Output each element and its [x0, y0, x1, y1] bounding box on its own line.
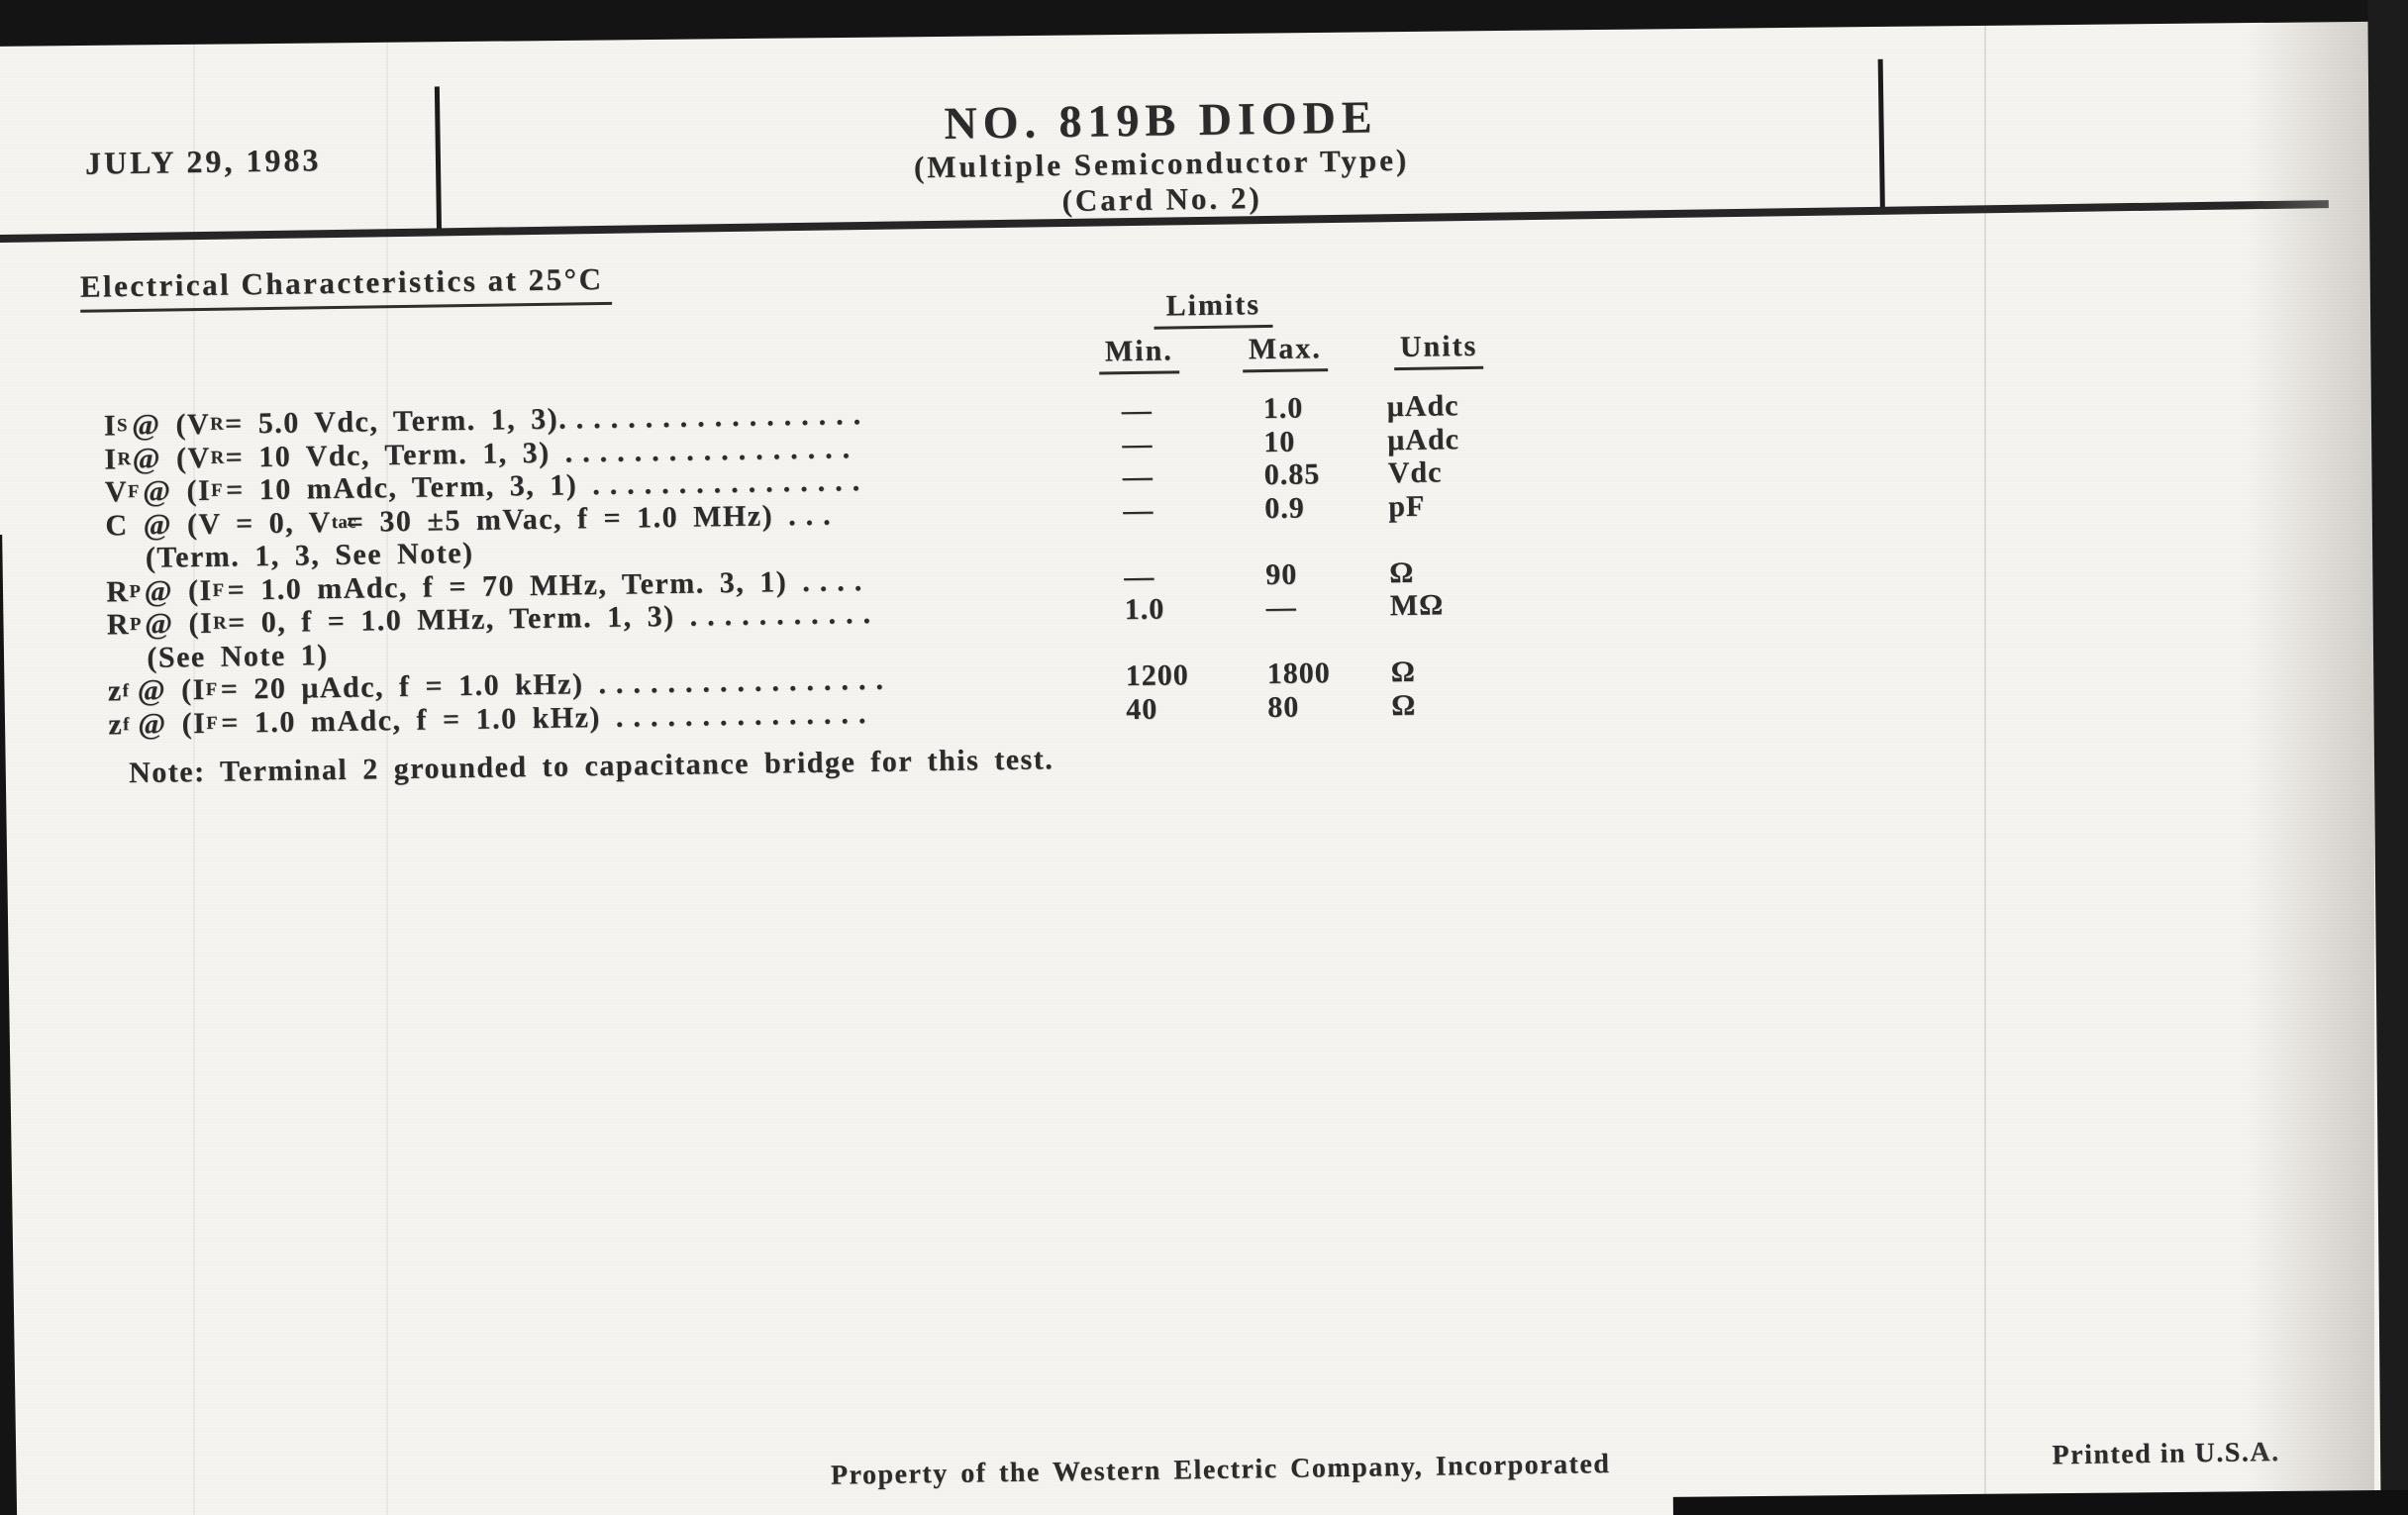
units-value: μAdc	[1387, 422, 1460, 456]
dot-leader: ....	[801, 563, 872, 598]
units-value: pF	[1388, 489, 1426, 523]
dot-leader: ................	[591, 463, 870, 502]
max-value: 80	[1267, 690, 1300, 724]
dot-leader: .................	[564, 431, 860, 469]
min-value: 40	[1126, 692, 1158, 726]
min-value: —	[1123, 493, 1154, 527]
dot-leader: ..................	[557, 397, 871, 436]
min-value: —	[1122, 459, 1154, 494]
scanner-streak	[386, 0, 388, 1515]
card-edge-line	[1984, 25, 1986, 1505]
edge-shadow	[2246, 0, 2374, 1515]
max-value: 1.0	[1262, 391, 1304, 426]
max-value: 10	[1263, 425, 1296, 458]
units-value: MΩ	[1389, 588, 1445, 623]
units-value: Ω	[1390, 688, 1417, 722]
dot-leader: .................	[598, 662, 894, 701]
min-value: 1.0	[1124, 592, 1165, 627]
max-value: 0.9	[1264, 490, 1306, 525]
max-value: —	[1265, 590, 1298, 625]
max-value: 1800	[1266, 656, 1331, 691]
row-label: (See Note 1)	[147, 638, 329, 674]
min-value: —	[1122, 427, 1154, 460]
units-value: Ω	[1389, 556, 1415, 589]
units-value: Vdc	[1387, 455, 1443, 490]
min-value: —	[1121, 393, 1154, 428]
max-value: 90	[1265, 557, 1298, 591]
max-value: 0.85	[1263, 457, 1321, 492]
min-value: —	[1124, 559, 1155, 593]
units-value: μAdc	[1386, 389, 1459, 424]
units-value: Ω	[1390, 655, 1417, 689]
min-value: 1200	[1125, 658, 1190, 693]
scanner-streak	[193, 0, 195, 1515]
dot-leader: ...........	[689, 596, 881, 633]
dot-leader: ...	[787, 497, 841, 532]
dot-leader: ...............	[615, 696, 876, 734]
